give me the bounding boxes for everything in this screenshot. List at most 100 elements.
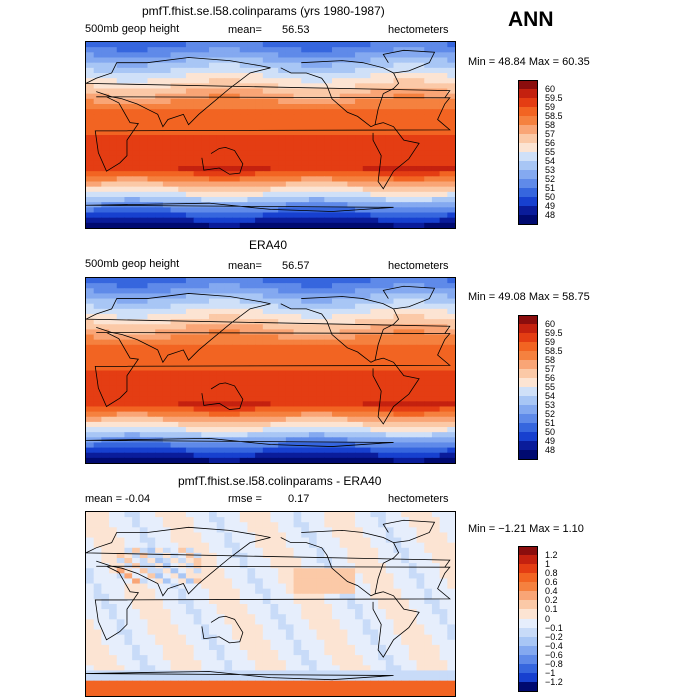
map-cell (447, 212, 455, 219)
map-cell (116, 532, 126, 539)
map-cell (201, 447, 210, 454)
map-cell (301, 512, 310, 518)
map-cell (116, 558, 126, 564)
map-cell (124, 447, 133, 454)
map-cell (293, 583, 302, 590)
colorbar-swatch (518, 206, 538, 216)
map-cell (301, 604, 310, 610)
map-cell (201, 197, 210, 203)
map-cell (170, 609, 179, 615)
map-cell (370, 527, 379, 534)
map-cell (347, 197, 356, 203)
map-cell (278, 72, 287, 79)
map-cell (316, 517, 325, 523)
map-cell (370, 593, 379, 600)
map-cell (401, 324, 410, 330)
map-cell (416, 349, 425, 356)
map-cell (86, 319, 95, 325)
colorbar-swatch (518, 197, 538, 207)
map-cell (285, 375, 295, 382)
map-cell (362, 191, 372, 198)
map-cell (209, 396, 218, 402)
map-cell (201, 62, 210, 69)
map-cell (324, 67, 333, 74)
map-cell (362, 176, 372, 183)
map-cell (347, 619, 356, 626)
map-cell (270, 114, 279, 121)
map-cell (278, 186, 287, 193)
map-cell (355, 155, 364, 162)
map-cell (162, 98, 172, 105)
map-cell (385, 380, 395, 387)
map-cell (293, 293, 302, 300)
map-cell (270, 72, 279, 79)
map-cell (278, 629, 287, 636)
map-cell (185, 447, 195, 454)
map-cell (339, 339, 348, 346)
map-cell (331, 609, 341, 615)
map-cell (224, 344, 233, 351)
map-cell (270, 78, 279, 84)
map-cell (393, 619, 402, 626)
map-cell (209, 558, 218, 564)
map-cell (239, 629, 249, 636)
map-cell (101, 619, 110, 626)
map-cell (293, 160, 302, 167)
map-cell (86, 563, 95, 569)
map-cell (239, 568, 249, 574)
map-cell (424, 288, 433, 295)
map-cell (139, 319, 149, 325)
map-cell (132, 588, 141, 595)
map-cell (247, 593, 256, 600)
map-cell (185, 411, 195, 418)
map-cell (262, 319, 272, 325)
map-cell (239, 614, 249, 620)
map-cell (139, 140, 149, 146)
map-cell (185, 42, 195, 48)
map-cell (139, 421, 149, 428)
map-cell (178, 573, 187, 580)
map-cell (385, 344, 395, 351)
map-cell (339, 650, 348, 656)
map-cell (270, 614, 279, 620)
map-cell (270, 522, 279, 528)
map-cell (447, 639, 455, 646)
map-cell (308, 72, 318, 79)
map-cell (193, 308, 202, 315)
map-cell (147, 42, 156, 48)
map-cell (247, 583, 256, 590)
map-cell (162, 78, 172, 84)
map-cell (431, 655, 441, 661)
map-cell (439, 114, 448, 121)
map-cell (447, 217, 455, 224)
map-cell (216, 583, 225, 590)
map-cell (155, 375, 164, 382)
map-cell (178, 532, 187, 539)
map-cell (355, 512, 364, 518)
map-cell (308, 552, 318, 559)
map-cell (162, 614, 172, 620)
map-cell (401, 609, 410, 615)
map-cell (385, 411, 395, 418)
map-cell (416, 532, 425, 539)
map-cell (401, 191, 410, 198)
map-cell (431, 583, 441, 590)
map-cell (270, 83, 279, 90)
map-cell (393, 293, 402, 300)
map-cell (285, 452, 295, 459)
map-cell (185, 119, 195, 126)
map-cell (109, 72, 118, 79)
map-cell (155, 52, 164, 59)
map-cell (162, 437, 172, 444)
map-cell (262, 109, 272, 115)
map-cell (101, 452, 110, 459)
map-cell (447, 344, 455, 351)
map-cell (424, 442, 433, 449)
map-cell (209, 293, 218, 300)
map-cell (301, 573, 310, 580)
map-cell (132, 344, 141, 351)
map-cell (401, 604, 410, 610)
map-cell (408, 593, 418, 600)
map-cell (247, 293, 256, 300)
map-cell (86, 207, 95, 214)
